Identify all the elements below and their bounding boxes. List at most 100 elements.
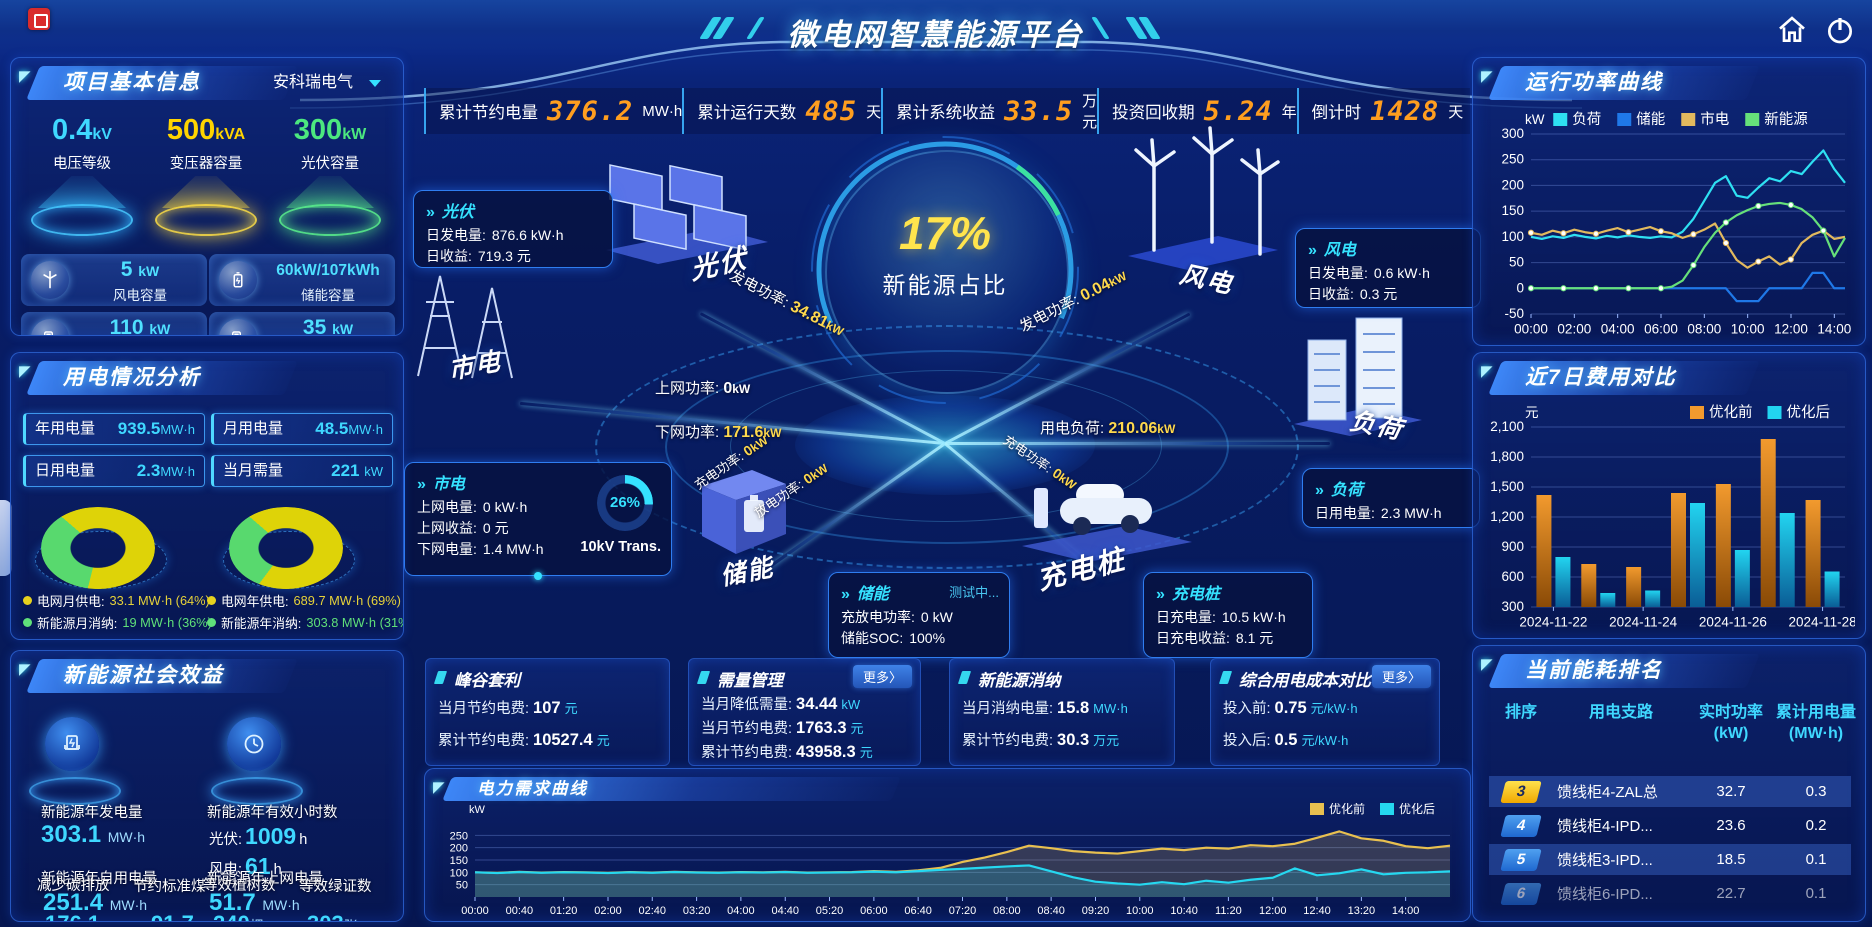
stat-year-usage: 年用电量 939.5MW·h [23,413,205,445]
pv-info-box: » 光伏 日发电量: 876.6 kW·h 日收益: 719.3 元 [413,190,613,268]
legend-grid-month: 电网月供电: 33.1 MW·h (64%) [23,591,210,610]
panel-corner-icon: ◤ [1481,363,1493,380]
svg-text:1,200: 1,200 [1490,509,1524,524]
legend-grid-year: 电网年供电: 689.7 MW·h (69%) [207,591,401,610]
svg-text:250: 250 [450,830,468,842]
generation-icon [45,717,99,771]
renewable-share-value: 17% [898,207,992,259]
legend-dot [207,596,216,605]
benefit-value: 91.7 t [151,911,204,921]
transformer-load-gauge: 26% [597,475,655,533]
ac-charger-icon [219,319,257,335]
benefit-value: 303张 [307,911,358,921]
wind-info-box: » 风电 日发电量: 0.6 kW·h 日收益: 0.3 元 [1295,228,1481,308]
table-row[interactable]: 5 馈线柜3-IPD... 18.5 0.1 [1489,844,1851,875]
rank-badge: 5 [1500,848,1542,871]
svg-text:06:40: 06:40 [904,905,932,917]
panel-corner-icon: ◤ [1481,68,1493,85]
kpi-payback-period: 投资回收期 5.24 年 [1097,88,1297,134]
flow-load-power: 用电负荷: 210.06kW [1040,420,1176,437]
gauge-dot [534,572,542,580]
svg-text:05:20: 05:20 [816,905,844,917]
svg-text:11:20: 11:20 [1215,905,1242,917]
demand-curve-chart: 50 100 150 200 250 kW 00:00 00:40 01:20 02:00 02:4… [435,801,1460,917]
chevron-right-icon: » [841,586,850,603]
panel-corner-icon: ◤ [19,68,31,85]
more-button[interactable]: 更多〉 [1371,665,1431,688]
glow-ring [279,204,381,236]
table-row[interactable]: 3 馈线柜4-ZAL总 32.7 0.3 [1489,776,1851,807]
ev-charger-art [1022,484,1192,562]
building-art [1294,317,1422,436]
legend-dot [207,618,216,627]
benefit-label: 新能源年发电量 [41,805,143,821]
power-icon[interactable] [1824,14,1856,46]
svg-text:06:00: 06:00 [1644,322,1678,337]
svg-text:250: 250 [1501,152,1524,167]
panel-title: 运行功率曲线 [1525,71,1663,94]
benefit-sub-pv-hours: 光伏: 1009 h [209,823,308,849]
rank-badge: 6 [1500,882,1542,905]
side-drawer-handle[interactable] [0,500,12,576]
panel-title: 用电情况分析 [63,366,201,389]
legend-renewable-year: 新能源年消纳: 303.8 MW·h (31%) [207,613,403,632]
svg-text:-50: -50 [1504,306,1524,321]
svg-text:02:00: 02:00 [594,905,622,917]
renewable-share-label: 新能源占比 [882,272,1008,298]
svg-text:00:00: 00:00 [461,905,489,917]
card-wind-capacity: 5 kW 风电容量 [21,254,207,306]
panel-title: 近7日费用对比 [1525,366,1677,389]
project-info-panel: ◤ 项目基本信息 安科瑞电气 0.4kV 电压等级 500kVA 变压器容量 3… [10,57,404,336]
stat-day-usage: 日用电量 2.3MW·h [23,455,205,487]
legend-renewable-month: 新能源月消纳: 19 MW·h (36%) [23,613,212,632]
demand-management-card: 需量管理 更多〉 当月降低需量: 34.44 kW 当月节约电费: 1763.3 元 累… [688,658,921,766]
light-cone [162,176,250,208]
benefit-label: 等效植树数 [203,878,276,894]
svg-text:kW: kW [1525,112,1545,127]
solar-panels-art [606,164,768,264]
svg-text:2024-11-22: 2024-11-22 [1519,615,1587,630]
power-curve-panel: ◤ 运行功率曲线 -50 0 50 100 150 200 250 300 kW 00:00 02:… [1472,57,1866,346]
svg-text:1,800: 1,800 [1490,449,1524,464]
chevron-right-icon: » [1156,586,1165,603]
cost-compare-chart: 300 600 900 1,200 1,500 1,800 2,100 元 2024-11-22… [1483,399,1856,631]
benefit-value: 303.1 MW·h [41,821,146,848]
svg-text:300: 300 [1501,126,1524,141]
svg-text:12:40: 12:40 [1303,905,1331,917]
chevron-down-icon[interactable] [369,80,381,87]
dc-charger-icon [31,319,69,335]
company-select[interactable]: 安科瑞电气 [272,74,353,91]
cost-compare-panel: ◤ 近7日费用对比 300 600 900 1,200 1,500 1,800 2,100 元… [1472,352,1866,639]
svg-text:市电: 市电 [1700,111,1729,128]
svg-text:50: 50 [1509,255,1524,270]
battery-icon [219,261,257,299]
year-energy-donut [223,501,355,597]
social-benefit-header: ◤ 新能源社会效益 [17,656,397,696]
svg-text:储能: 储能 [1636,111,1665,128]
podium-transformer-capacity: 500kVA 变压器容量 [141,114,271,236]
home-icon[interactable] [1776,14,1808,46]
rank-badge: 4 [1500,814,1542,837]
card-deco-icon [957,671,972,684]
glow-ring [211,777,303,805]
center-ring-decor [811,136,1079,404]
svg-text:08:00: 08:00 [993,905,1021,917]
svg-text:100: 100 [1501,229,1524,244]
svg-text:00:00: 00:00 [1514,322,1548,337]
more-button[interactable]: 更多〉 [852,665,912,688]
table-row[interactable]: 4 馈线柜4-IPD... 23.6 0.2 [1489,810,1851,841]
svg-text:04:40: 04:40 [771,905,799,917]
svg-text:600: 600 [1501,569,1524,584]
charger-info-box: » 充电桩 日充电量: 10.5 kW·h 日充电收益: 8.1 元 [1143,572,1313,658]
svg-text:新能源: 新能源 [1764,111,1808,128]
chevron-right-icon: » [1315,482,1324,499]
kpi-bar: 累计节约电量 376.2 MW·h 累计运行天数 485 天 累计系统收益 33… [424,88,1470,134]
kpi-countdown: 倒计时 1428 天 [1296,88,1470,134]
table-row[interactable]: 6 馈线柜6-IPD... 22.7 0.1 [1489,878,1851,909]
svg-text:50: 50 [456,880,468,892]
svg-text:04:00: 04:00 [1601,322,1635,337]
svg-text:04:00: 04:00 [727,905,755,917]
svg-text:02:40: 02:40 [638,905,666,917]
center-dome [825,150,1069,394]
